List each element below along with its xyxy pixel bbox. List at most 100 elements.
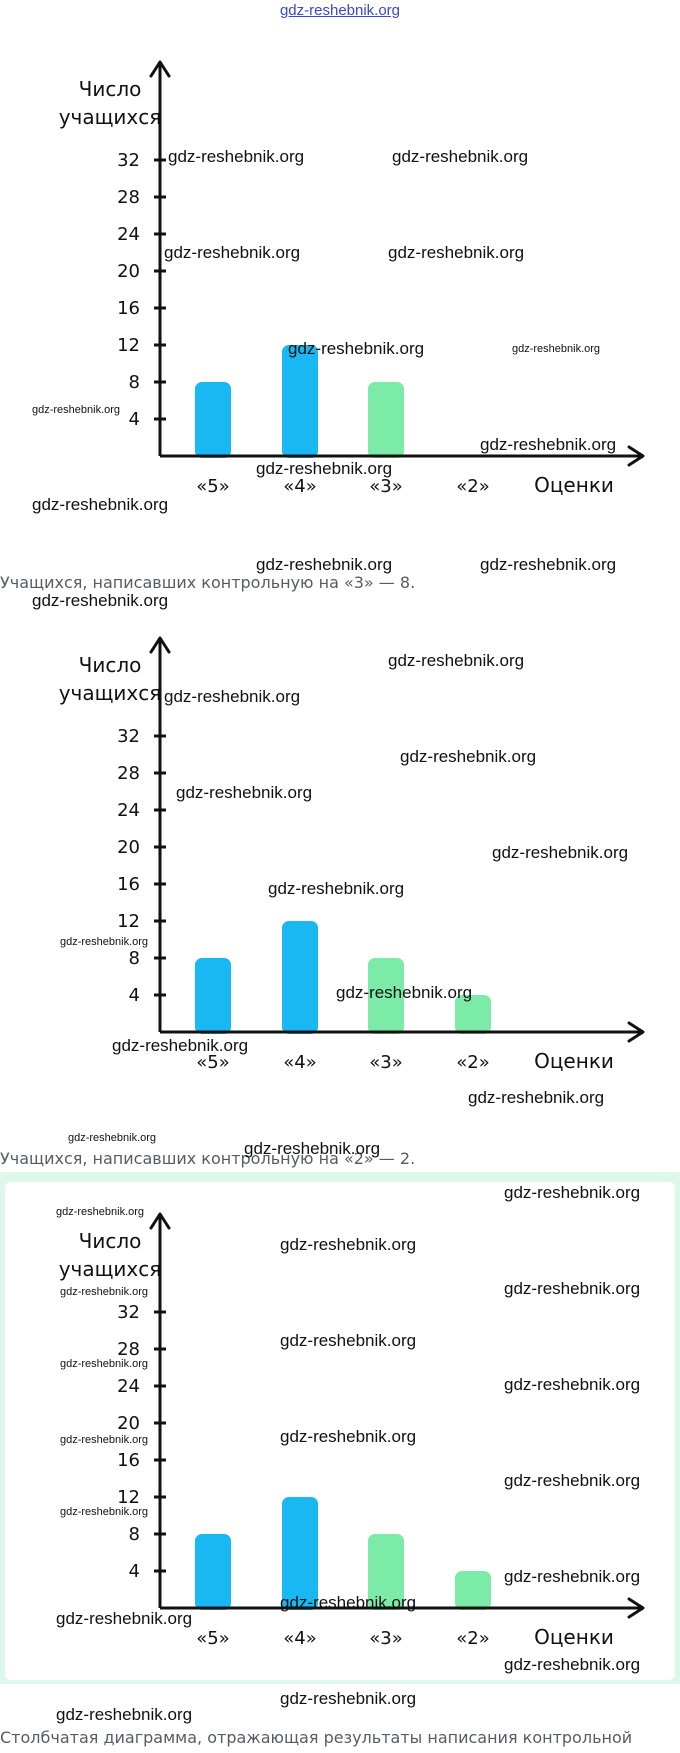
x-axis-title: Оценки	[534, 473, 614, 497]
watermark-text: gdz-reshebnik.org	[168, 147, 305, 166]
bar-3	[368, 1534, 404, 1610]
y-tick-label: 12	[117, 1487, 140, 1508]
watermark-text: gdz-reshebnik.org	[112, 1036, 249, 1055]
bar-4	[455, 995, 491, 1034]
watermark-text: gdz-reshebnik.org	[504, 1279, 641, 1298]
bar-chart-3: 4 8 12 16 20 24 28 32 Число учащихся «5» «4» «3» «2» О…	[0, 1192, 680, 1662]
y-axis-arrow	[149, 1212, 171, 1230]
y-tick-label: 20	[117, 261, 140, 282]
x-category-label: «2»	[456, 1628, 489, 1649]
watermark-text: gdz-reshebnik.org	[176, 783, 313, 802]
caption-3: Столбчатая диаграмма, отражающая результ…	[0, 1728, 633, 1747]
bar-1	[195, 958, 231, 1034]
y-tick-label: 28	[117, 763, 140, 784]
watermark-text: gdz-reshebnik.org	[512, 343, 601, 355]
y-tick-label: 32	[117, 1302, 140, 1323]
x-category-label: «2»	[456, 476, 489, 497]
bar-chart-2: 4 8 12 16 20 24 28 32 Число учащихся «5» «4» «3» «2» О…	[0, 616, 680, 1086]
y-tick-label: 4	[129, 409, 140, 430]
y-axis-arrow	[149, 636, 171, 654]
y-tick-label: 16	[117, 298, 140, 319]
watermark-text: gdz-reshebnik.org	[280, 1235, 417, 1254]
x-axis-title: Оценки	[534, 1625, 614, 1649]
watermark-text: gdz-reshebnik.org	[288, 339, 425, 358]
watermark-text: gdz-reshebnik.org	[504, 1471, 641, 1490]
watermark-text: gdz-reshebnik.org	[388, 651, 525, 670]
y-tick-label: 16	[117, 874, 140, 895]
watermark-text: gdz-reshebnik.org	[60, 1358, 149, 1370]
x-category-label: «4»	[283, 1052, 316, 1073]
y-axis-title-line: учащихся	[59, 681, 162, 705]
y-tick-label: 4	[129, 1561, 140, 1582]
x-category-label: «5»	[196, 1052, 229, 1073]
watermark-text: gdz-reshebnik.org	[244, 1139, 381, 1158]
watermark-text: gdz-reshebnik.org	[280, 1331, 417, 1350]
x-category-label: «3»	[369, 1052, 402, 1073]
y-tick-label: 8	[129, 372, 140, 393]
watermark-text: gdz-reshebnik.org	[492, 843, 629, 862]
watermark-text: gdz-reshebnik.org	[280, 1593, 417, 1612]
watermark-text: gdz-reshebnik.org	[268, 879, 405, 898]
watermark-text: gdz-reshebnik.org	[504, 1655, 641, 1674]
watermark-text: gdz-reshebnik.org	[504, 1375, 641, 1394]
y-tick-label: 24	[117, 224, 140, 245]
bar-2	[282, 345, 318, 458]
y-tick-label: 8	[129, 1524, 140, 1545]
bar-3	[368, 382, 404, 458]
x-axis-arrow	[627, 1597, 645, 1619]
bar-1	[195, 1534, 231, 1610]
y-tick-label: 4	[129, 985, 140, 1006]
watermark-text: gdz-reshebnik.org	[60, 1286, 149, 1298]
bar-2	[282, 1497, 318, 1610]
watermark-text: gdz-reshebnik.org	[32, 404, 121, 416]
x-category-label: «5»	[196, 1628, 229, 1649]
bar-1	[195, 382, 231, 458]
y-tick-label: 12	[117, 335, 140, 356]
watermark-text: gdz-reshebnik.org	[336, 983, 473, 1002]
watermark-text: gdz-reshebnik.org	[504, 1567, 641, 1586]
y-tick-label: 24	[117, 800, 140, 821]
watermark-text: gdz-reshebnik.org	[256, 459, 393, 478]
watermark-text: gdz-reshebnik.org	[388, 243, 525, 262]
watermark-text: gdz-reshebnik.org	[56, 1609, 193, 1628]
y-tick-label: 32	[117, 150, 140, 171]
y-axis-title-line: Число	[79, 77, 142, 101]
x-axis-title: Оценки	[534, 1049, 614, 1073]
y-tick-label: 28	[117, 1339, 140, 1360]
watermark-text: gdz-reshebnik.org	[504, 1183, 641, 1202]
watermark-text: gdz-reshebnik.org	[60, 1506, 149, 1518]
y-tick-label: 12	[117, 911, 140, 932]
caption-2: Учащихся, написавших контрольную на «2» …	[0, 1149, 416, 1168]
highlight-panel-inner	[5, 1182, 675, 1680]
watermark-text: gdz-reshebnik.org	[392, 147, 529, 166]
y-tick-label: 16	[117, 1450, 140, 1471]
bar-3	[368, 958, 404, 1034]
x-category-label: «4»	[283, 1628, 316, 1649]
bar-2	[282, 921, 318, 1034]
watermark-text: gdz-reshebnik.org	[280, 1689, 417, 1708]
top-watermark-link[interactable]: gdz-reshebnik.org	[279, 2, 401, 19]
y-tick-label: 20	[117, 837, 140, 858]
watermark-text: gdz-reshebnik.org	[56, 1705, 193, 1724]
watermark-text: gdz-reshebnik.org	[164, 243, 301, 262]
y-tick-label: 8	[129, 948, 140, 969]
x-category-label: «2»	[456, 1052, 489, 1073]
watermark-text: gdz-reshebnik.org	[56, 1206, 145, 1218]
y-axis-title-line: учащихся	[59, 105, 162, 129]
x-axis-arrow	[627, 1021, 645, 1043]
y-tick-label: 24	[117, 1376, 140, 1397]
y-axis-title-line: Число	[79, 653, 142, 677]
watermark-text: gdz-reshebnik.org	[68, 1132, 157, 1144]
watermark-text: gdz-reshebnik.org	[164, 687, 301, 706]
caption-1: Учащихся, написавших контрольную на «3» …	[0, 573, 416, 592]
x-category-label: «4»	[283, 476, 316, 497]
watermark-text: gdz-reshebnik.org	[60, 1434, 149, 1446]
watermark-text: gdz-reshebnik.org	[32, 591, 169, 610]
y-tick-label: 20	[117, 1413, 140, 1434]
y-tick-label: 32	[117, 726, 140, 747]
x-category-label: «5»	[196, 476, 229, 497]
watermark-text: gdz-reshebnik.org	[280, 1427, 417, 1446]
watermark-text: gdz-reshebnik.org	[480, 435, 617, 454]
y-axis-title-line: учащихся	[59, 1257, 162, 1281]
x-axis-arrow	[627, 445, 645, 467]
